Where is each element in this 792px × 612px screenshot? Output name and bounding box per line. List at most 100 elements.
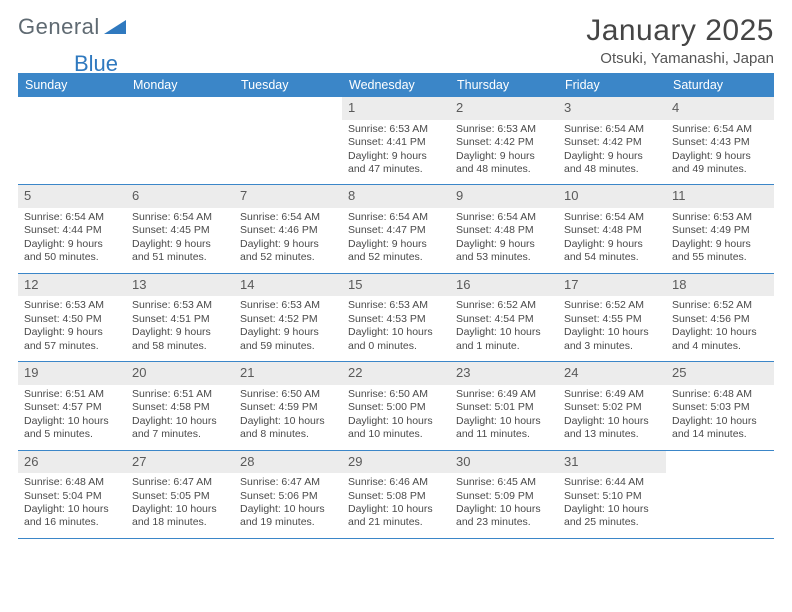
calendar-day: 24Sunrise: 6:49 AMSunset: 5:02 PMDayligh… xyxy=(558,362,666,449)
sunset-line: Sunset: 4:48 PM xyxy=(456,224,552,237)
daylight-line: Daylight: 10 hours and 0 minutes. xyxy=(348,326,444,353)
daylight-line: Daylight: 9 hours and 52 minutes. xyxy=(240,238,336,265)
daylight-line: Daylight: 10 hours and 25 minutes. xyxy=(564,503,660,530)
weekday-header: Wednesday xyxy=(342,73,450,97)
sunrise-line: Sunrise: 6:49 AM xyxy=(456,388,552,401)
day-number: 23 xyxy=(450,362,558,385)
day-info: Sunrise: 6:53 AMSunset: 4:42 PMDaylight:… xyxy=(450,120,558,185)
calendar-day: 11Sunrise: 6:53 AMSunset: 4:49 PMDayligh… xyxy=(666,185,774,272)
day-info: Sunrise: 6:54 AMSunset: 4:44 PMDaylight:… xyxy=(18,208,126,273)
daylight-line: Daylight: 10 hours and 13 minutes. xyxy=(564,415,660,442)
sunset-line: Sunset: 4:54 PM xyxy=(456,313,552,326)
daylight-line: Daylight: 9 hours and 48 minutes. xyxy=(564,150,660,177)
daylight-line: Daylight: 10 hours and 4 minutes. xyxy=(672,326,768,353)
daylight-line: Daylight: 9 hours and 50 minutes. xyxy=(24,238,120,265)
daylight-line: Daylight: 9 hours and 57 minutes. xyxy=(24,326,120,353)
daylight-line: Daylight: 10 hours and 14 minutes. xyxy=(672,415,768,442)
sunrise-line: Sunrise: 6:48 AM xyxy=(24,476,120,489)
sunset-line: Sunset: 4:42 PM xyxy=(456,136,552,149)
sunrise-line: Sunrise: 6:51 AM xyxy=(132,388,228,401)
calendar-day: 7Sunrise: 6:54 AMSunset: 4:46 PMDaylight… xyxy=(234,185,342,272)
sunrise-line: Sunrise: 6:48 AM xyxy=(672,388,768,401)
day-info: Sunrise: 6:49 AMSunset: 5:02 PMDaylight:… xyxy=(558,385,666,450)
sunset-line: Sunset: 4:52 PM xyxy=(240,313,336,326)
calendar-day: 27Sunrise: 6:47 AMSunset: 5:05 PMDayligh… xyxy=(126,451,234,538)
day-number: 13 xyxy=(126,274,234,297)
day-number: 7 xyxy=(234,185,342,208)
title-block: January 2025 Otsuki, Yamanashi, Japan xyxy=(586,14,774,67)
day-info: Sunrise: 6:48 AMSunset: 5:04 PMDaylight:… xyxy=(18,473,126,538)
calendar-day: 1Sunrise: 6:53 AMSunset: 4:41 PMDaylight… xyxy=(342,97,450,184)
calendar-day: 5Sunrise: 6:54 AMSunset: 4:44 PMDaylight… xyxy=(18,185,126,272)
sunrise-line: Sunrise: 6:54 AM xyxy=(132,211,228,224)
day-info: Sunrise: 6:48 AMSunset: 5:03 PMDaylight:… xyxy=(666,385,774,450)
daylight-line: Daylight: 9 hours and 54 minutes. xyxy=(564,238,660,265)
weekday-header-row: SundayMondayTuesdayWednesdayThursdayFrid… xyxy=(18,73,774,97)
day-number: 15 xyxy=(342,274,450,297)
day-info: Sunrise: 6:54 AMSunset: 4:47 PMDaylight:… xyxy=(342,208,450,273)
day-number: 6 xyxy=(126,185,234,208)
sunrise-line: Sunrise: 6:47 AM xyxy=(132,476,228,489)
sunset-line: Sunset: 4:41 PM xyxy=(348,136,444,149)
daylight-line: Daylight: 10 hours and 19 minutes. xyxy=(240,503,336,530)
day-number: 12 xyxy=(18,274,126,297)
day-info: Sunrise: 6:54 AMSunset: 4:48 PMDaylight:… xyxy=(558,208,666,273)
page-header: General January 2025 Otsuki, Yamanashi, … xyxy=(18,14,774,67)
day-info: Sunrise: 6:52 AMSunset: 4:54 PMDaylight:… xyxy=(450,296,558,361)
calendar-week-row: 19Sunrise: 6:51 AMSunset: 4:57 PMDayligh… xyxy=(18,362,774,450)
day-info: Sunrise: 6:51 AMSunset: 4:58 PMDaylight:… xyxy=(126,385,234,450)
daylight-line: Daylight: 10 hours and 7 minutes. xyxy=(132,415,228,442)
sunrise-line: Sunrise: 6:52 AM xyxy=(564,299,660,312)
calendar-grid: SundayMondayTuesdayWednesdayThursdayFrid… xyxy=(18,73,774,539)
calendar-day-empty: .. xyxy=(234,97,342,184)
day-info: Sunrise: 6:53 AMSunset: 4:49 PMDaylight:… xyxy=(666,208,774,273)
day-info: Sunrise: 6:53 AMSunset: 4:50 PMDaylight:… xyxy=(18,296,126,361)
daylight-line: Daylight: 9 hours and 51 minutes. xyxy=(132,238,228,265)
calendar-day-empty: .. xyxy=(666,451,774,538)
daylight-line: Daylight: 10 hours and 21 minutes. xyxy=(348,503,444,530)
calendar-day: 4Sunrise: 6:54 AMSunset: 4:43 PMDaylight… xyxy=(666,97,774,184)
calendar-page: General January 2025 Otsuki, Yamanashi, … xyxy=(0,0,792,549)
sunset-line: Sunset: 4:45 PM xyxy=(132,224,228,237)
day-info: Sunrise: 6:52 AMSunset: 4:56 PMDaylight:… xyxy=(666,296,774,361)
sunset-line: Sunset: 4:43 PM xyxy=(672,136,768,149)
day-info: Sunrise: 6:50 AMSunset: 4:59 PMDaylight:… xyxy=(234,385,342,450)
day-number: 1 xyxy=(342,97,450,120)
sunset-line: Sunset: 4:56 PM xyxy=(672,313,768,326)
day-number: 8 xyxy=(342,185,450,208)
sunrise-line: Sunrise: 6:51 AM xyxy=(24,388,120,401)
sunrise-line: Sunrise: 6:50 AM xyxy=(240,388,336,401)
day-info: Sunrise: 6:52 AMSunset: 4:55 PMDaylight:… xyxy=(558,296,666,361)
day-info: Sunrise: 6:44 AMSunset: 5:10 PMDaylight:… xyxy=(558,473,666,538)
calendar-day: 20Sunrise: 6:51 AMSunset: 4:58 PMDayligh… xyxy=(126,362,234,449)
sunrise-line: Sunrise: 6:54 AM xyxy=(564,211,660,224)
day-number: 24 xyxy=(558,362,666,385)
sunrise-line: Sunrise: 6:53 AM xyxy=(456,123,552,136)
sunrise-line: Sunrise: 6:54 AM xyxy=(348,211,444,224)
day-number: 21 xyxy=(234,362,342,385)
calendar-day-empty: .. xyxy=(18,97,126,184)
calendar-day: 19Sunrise: 6:51 AMSunset: 4:57 PMDayligh… xyxy=(18,362,126,449)
calendar-day: 23Sunrise: 6:49 AMSunset: 5:01 PMDayligh… xyxy=(450,362,558,449)
daylight-line: Daylight: 10 hours and 16 minutes. xyxy=(24,503,120,530)
calendar-week-row: 12Sunrise: 6:53 AMSunset: 4:50 PMDayligh… xyxy=(18,274,774,362)
logo-word-1: General xyxy=(18,14,100,40)
sunrise-line: Sunrise: 6:53 AM xyxy=(672,211,768,224)
weekday-header: Friday xyxy=(558,73,666,97)
day-number: 18 xyxy=(666,274,774,297)
day-number: 3 xyxy=(558,97,666,120)
day-number: 26 xyxy=(18,451,126,474)
calendar-day: 10Sunrise: 6:54 AMSunset: 4:48 PMDayligh… xyxy=(558,185,666,272)
day-info: Sunrise: 6:54 AMSunset: 4:45 PMDaylight:… xyxy=(126,208,234,273)
calendar-day: 3Sunrise: 6:54 AMSunset: 4:42 PMDaylight… xyxy=(558,97,666,184)
daylight-line: Daylight: 10 hours and 5 minutes. xyxy=(24,415,120,442)
sunrise-line: Sunrise: 6:53 AM xyxy=(348,123,444,136)
calendar-day: 2Sunrise: 6:53 AMSunset: 4:42 PMDaylight… xyxy=(450,97,558,184)
daylight-line: Daylight: 9 hours and 53 minutes. xyxy=(456,238,552,265)
sunrise-line: Sunrise: 6:54 AM xyxy=(24,211,120,224)
sunrise-line: Sunrise: 6:44 AM xyxy=(564,476,660,489)
day-number: 16 xyxy=(450,274,558,297)
sunrise-line: Sunrise: 6:52 AM xyxy=(456,299,552,312)
calendar-weeks: ......1Sunrise: 6:53 AMSunset: 4:41 PMDa… xyxy=(18,97,774,539)
day-info: Sunrise: 6:53 AMSunset: 4:51 PMDaylight:… xyxy=(126,296,234,361)
